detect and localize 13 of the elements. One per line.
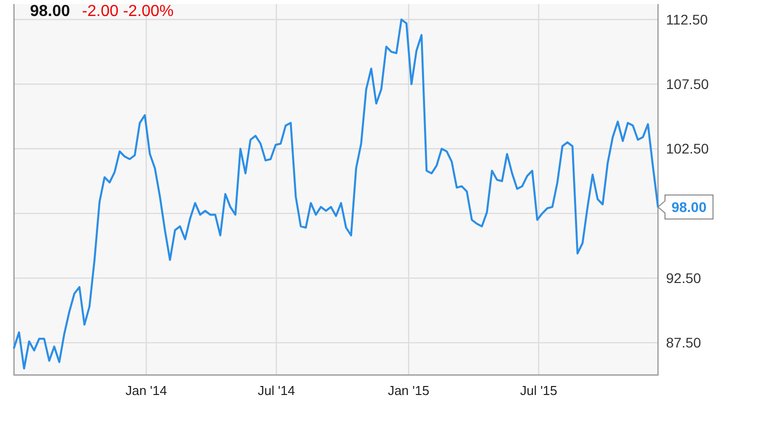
annotation: 98.00 xyxy=(671,198,707,215)
x-tick-label: Jul '14 xyxy=(258,383,295,398)
y-tick-label: 87.50 xyxy=(666,334,702,351)
y-tick-label: 112.50 xyxy=(666,11,708,28)
x-tick-label: Jan '14 xyxy=(125,383,168,398)
chart-subtitle: -2.00 -2.00% xyxy=(82,3,174,20)
y-tick-label: 92.50 xyxy=(666,270,702,286)
y-tick-label: 102.50 xyxy=(666,140,710,157)
line-series xyxy=(13,18,659,370)
chart-title: 98.00 xyxy=(30,3,70,20)
x-tick-label: Jul '15 xyxy=(520,383,558,398)
y-tick-label: 107.50 xyxy=(666,76,710,92)
x-tick-label: Jan '15 xyxy=(388,383,430,398)
